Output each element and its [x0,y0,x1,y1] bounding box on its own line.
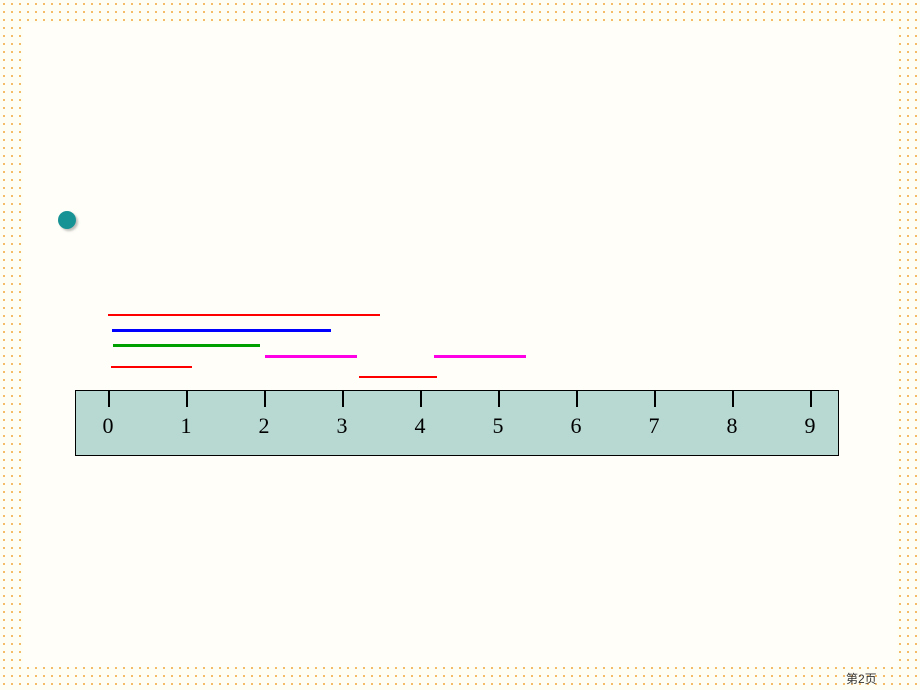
segment-red-short-1 [111,366,192,368]
ruler: 0 1 2 3 4 5 6 7 8 9 [75,390,839,456]
page-number: 第2页 [846,670,877,687]
ruler-tick-7 [654,391,656,407]
ruler-label-1: 1 [181,413,192,439]
ruler-tick-4 [420,391,422,407]
bullet-dot [58,211,76,229]
segment-red-long [108,314,380,316]
ruler-label-0: 0 [103,413,114,439]
ruler-tick-9 [810,391,812,407]
ruler-label-8: 8 [727,413,738,439]
ruler-label-4: 4 [415,413,426,439]
ruler-tick-3 [342,391,344,407]
segment-magenta-2 [434,355,526,358]
ruler-tick-1 [186,391,188,407]
ruler-label-6: 6 [571,413,582,439]
segment-magenta-1 [265,355,357,358]
ruler-tick-8 [732,391,734,407]
segment-red-short-2 [359,376,437,378]
ruler-label-3: 3 [337,413,348,439]
segment-blue [112,329,331,332]
ruler-tick-5 [498,391,500,407]
ruler-label-5: 5 [493,413,504,439]
ruler-tick-2 [264,391,266,407]
ruler-tick-0 [108,391,110,407]
ruler-label-7: 7 [649,413,660,439]
ruler-tick-6 [576,391,578,407]
ruler-label-2: 2 [259,413,270,439]
segment-green [113,344,260,347]
ruler-label-9: 9 [805,413,816,439]
